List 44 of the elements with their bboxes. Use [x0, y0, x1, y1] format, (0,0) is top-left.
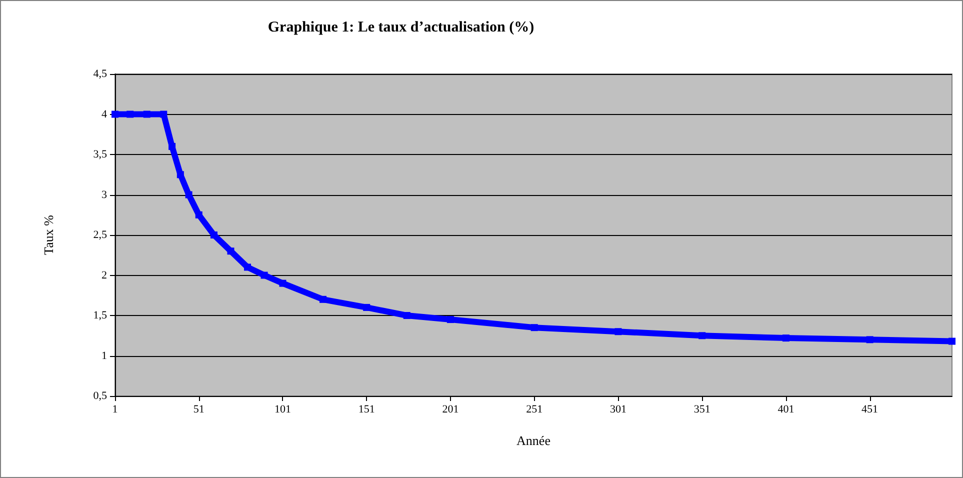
chart-title: Graphique 1: Le taux d’actualisation (%): [268, 20, 534, 36]
y-tick-label: 0,5: [93, 390, 108, 402]
y-tick-label: 3: [102, 188, 108, 201]
y-tick-label: 1: [102, 350, 107, 362]
point: [244, 264, 252, 271]
x-tick-label: 201: [442, 404, 459, 416]
point: [195, 211, 202, 218]
point: [403, 312, 410, 319]
x-tick-label: 51: [193, 404, 204, 416]
point: [866, 336, 874, 344]
point: [363, 304, 370, 311]
point: [279, 280, 286, 287]
x-tick-label: 1: [112, 404, 118, 416]
point: [614, 328, 622, 336]
y-tick-label: 1,5: [93, 310, 108, 322]
x-axis-title: Année: [516, 433, 551, 448]
x-tick-label: 351: [694, 404, 710, 416]
y-tick-label: 2,5: [93, 229, 108, 241]
y-tick-label: 4: [102, 108, 108, 120]
point: [227, 248, 234, 255]
x-tick-label: 301: [610, 404, 626, 416]
y-axis-title: Taux %: [41, 214, 56, 255]
x-tick-label: 151: [358, 404, 375, 416]
point: [319, 296, 326, 303]
y-tick-label: 4,5: [93, 68, 108, 80]
point: [782, 334, 790, 342]
point: [126, 110, 134, 118]
point: [530, 324, 538, 332]
point: [185, 191, 192, 198]
x-tick-label: 451: [862, 404, 878, 416]
point: [210, 232, 218, 238]
point: [160, 110, 168, 118]
point: [176, 171, 184, 178]
x-tick-label: 251: [526, 404, 543, 416]
point: [260, 272, 268, 279]
y-tick-label: 3,5: [93, 148, 108, 160]
point: [698, 332, 706, 340]
point: [143, 110, 150, 118]
y-tick-label: 2: [102, 269, 107, 282]
point: [168, 142, 176, 150]
point: [948, 338, 956, 345]
point: [446, 316, 454, 324]
x-tick-label: 101: [274, 404, 291, 416]
x-tick-label: 401: [778, 404, 794, 416]
